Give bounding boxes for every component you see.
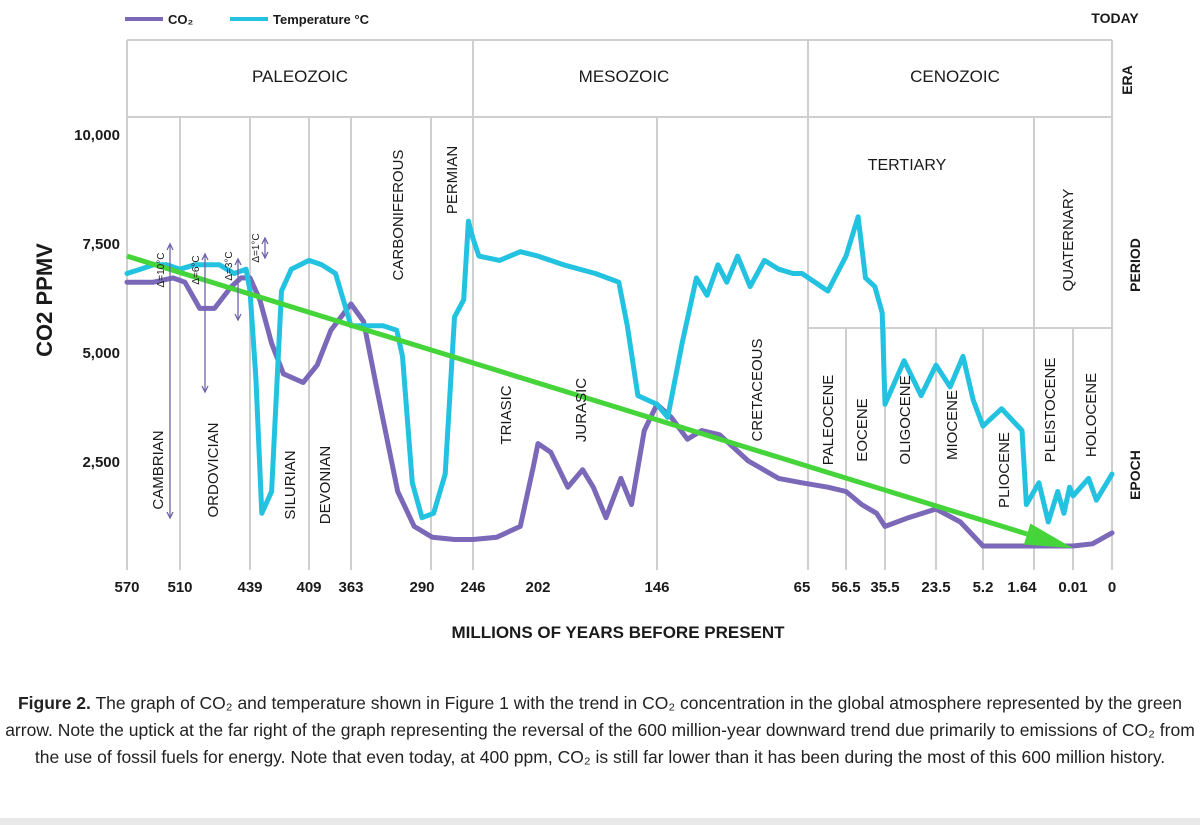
delta-annotation: Δ=6°C	[191, 255, 202, 284]
delta-arrow-head	[261, 251, 269, 260]
y-tick-label: 10,000	[74, 127, 120, 144]
chart-labels: CO₂ Temperature °C TODAY ERA PERIOD EPOCH PALE…	[32, 10, 1143, 642]
figure-caption: Figure 2. The graph of CO₂ and temperatu…	[0, 690, 1200, 771]
epoch-label-pleistocene: PLEISTOCENE	[1042, 358, 1059, 463]
legend-label: Temperature °C	[273, 12, 370, 27]
period-row-label: PERIOD	[1127, 238, 1143, 292]
figure-caption-text: The graph of CO₂ and temperature shown i…	[5, 693, 1195, 767]
x-tick-label: 23.5	[921, 579, 950, 596]
epoch-label-holocene: HOLOCENE	[1083, 373, 1100, 457]
y-tick-label: 2,500	[82, 454, 120, 471]
period-label-triasic: TRIASIC	[498, 385, 515, 444]
legend-label: CO₂	[168, 12, 194, 27]
period-label-ordovician: ORDOVICIAN	[205, 422, 222, 517]
delta-arrow-head	[234, 313, 242, 322]
x-tick-label: 202	[525, 579, 550, 596]
x-tick-label: 0.01	[1058, 579, 1087, 596]
epoch-label-paleocene: PALEOCENE	[820, 375, 837, 466]
tertiary-label: TERTIARY	[868, 157, 947, 174]
chart-svg: CO₂ Temperature °C TODAY ERA PERIOD EPOCH PALE…	[32, 10, 1143, 642]
delta-annotation: Δ=3°C	[224, 251, 235, 280]
x-axis-label: MILLIONS OF YEARS BEFORE PRESENT	[451, 623, 785, 642]
x-tick-label: 65	[794, 579, 811, 596]
period-label-silurian: SILURIAN	[282, 450, 299, 519]
delta-annotation: Δ=1°C	[251, 233, 262, 262]
delta-arrow-head	[166, 242, 174, 251]
x-tick-label: 1.64	[1007, 579, 1037, 596]
delta-arrow-head	[201, 252, 209, 261]
delta-arrow-head	[166, 511, 174, 520]
x-tick-label: 510	[167, 579, 192, 596]
period-label-permian: PERMIAN	[444, 146, 461, 214]
x-tick-label: 5.2	[973, 579, 994, 596]
epoch-row-label: EPOCH	[1127, 450, 1143, 500]
x-tick-label: 409	[296, 579, 321, 596]
delta-arrow-head	[201, 385, 209, 394]
x-tick-label: 0	[1108, 579, 1116, 596]
x-tick-label: 246	[460, 579, 485, 596]
temperature-series-line	[124, 214, 1115, 525]
bottom-divider	[0, 818, 1200, 825]
period-label-devonian: DEVONIAN	[317, 446, 334, 524]
today-label: TODAY	[1091, 10, 1139, 26]
x-tick-label: 570	[114, 579, 139, 596]
y-tick-label: 7,500	[82, 236, 120, 253]
x-tick-label: 56.5	[831, 579, 860, 596]
delta-arrow-head	[261, 236, 269, 245]
era-label-paleozoic: PALEOZOIC	[252, 67, 348, 86]
delta-arrow-head	[234, 257, 242, 266]
chart-series	[124, 214, 1115, 549]
x-tick-label: 363	[338, 579, 363, 596]
x-tick-label: 35.5	[870, 579, 899, 596]
period-label-carboniferous: CARBONIFEROUS	[390, 150, 407, 281]
epoch-label-oligocene: OLIGOCENE	[897, 375, 914, 464]
delta-annotation: Δ=10°C	[156, 253, 167, 288]
trend-arrow-shaft	[126, 253, 1028, 537]
period-label-quaternary: QUATERNARY	[1060, 189, 1077, 292]
epoch-label-eocene: EOCENE	[854, 398, 871, 461]
trend-arrow-head	[1023, 523, 1073, 549]
x-tick-label: 439	[237, 579, 262, 596]
figure-label: Figure 2.	[17, 693, 91, 713]
era-row-label: ERA	[1119, 65, 1135, 95]
epoch-label-pliocene: PLIOCENE	[996, 432, 1013, 508]
period-label-cambrian: CAMBRIAN	[150, 430, 167, 509]
era-label-mesozoic: MESOZOIC	[579, 67, 670, 86]
co2-series-line	[124, 275, 1115, 549]
epoch-label-miocene: MIOCENE	[944, 390, 961, 460]
y-tick-label: 5,000	[82, 345, 120, 362]
x-tick-label: 290	[409, 579, 434, 596]
x-tick-label: 146	[644, 579, 669, 596]
y-axis-label: CO2 PPMV	[32, 243, 57, 357]
era-label-cenozoic: CENOZOIC	[910, 67, 1000, 86]
period-label-jurasic: JURASIC	[573, 378, 590, 442]
period-label-cretaceous: CRETACEOUS	[749, 338, 766, 441]
chart-grid	[126, 39, 1113, 570]
